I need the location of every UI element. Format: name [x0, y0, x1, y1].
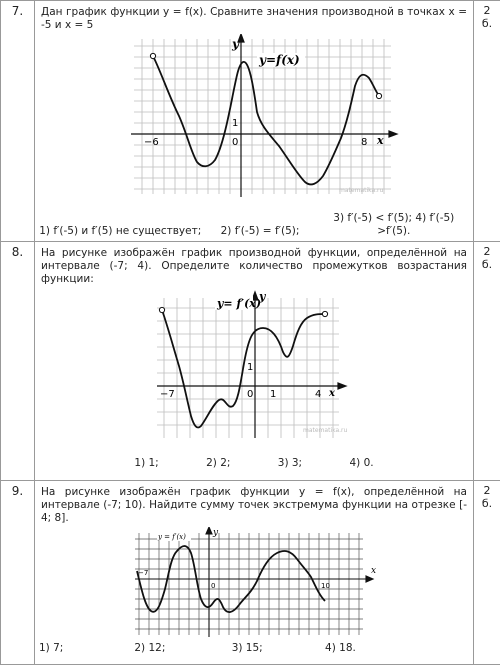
- tick-xmin: −6: [144, 137, 159, 148]
- task-points: 2 б.: [474, 1, 500, 242]
- task-number: 8.: [1, 242, 35, 481]
- axis-label-y: y: [231, 37, 240, 51]
- answer-1[interactable]: 1) 1;: [134, 457, 158, 470]
- axis-label-y: y: [212, 528, 219, 538]
- task-text: На рисунке изображён график функции y = …: [41, 486, 467, 525]
- tick-xmax: 4: [315, 389, 321, 400]
- watermark: matematika.ru: [339, 187, 384, 194]
- graph-8: y= f′(x) y x 1 0 1 −7 4 matematika.ru: [39, 288, 469, 453]
- answer-options: 1) f′(-5) и f′(5) не существует; 2) f′(-…: [39, 212, 469, 238]
- tick-xmax: 10: [321, 582, 330, 590]
- task-row-7: 7. Дан график функции y = f(x). Сравните…: [1, 1, 500, 242]
- answer-2[interactable]: 2) f′(-5) = f′(5);: [221, 225, 300, 238]
- graph-9: y x y = f′(x) 0 −7 10: [39, 527, 469, 639]
- answer-4[interactable]: 4) 18.: [325, 642, 356, 655]
- tick-0: 0: [211, 582, 215, 590]
- task-number: 7.: [1, 1, 35, 242]
- endpoint-open-left: [159, 307, 164, 312]
- answer-1[interactable]: 1) 7;: [39, 642, 131, 655]
- task-points: 2 б.: [474, 242, 500, 481]
- axis-label-x: x: [371, 566, 376, 576]
- task-row-9: 9. На рисунке изображён график функции y…: [1, 481, 500, 665]
- tick-xmin: −7: [160, 389, 175, 400]
- curve-f: [153, 56, 379, 184]
- task-text: Дан график функции y = f(x). Сравните зн…: [41, 6, 467, 32]
- task-row-8: 8. На рисунке изображён график производн…: [1, 242, 500, 481]
- task-body: На рисунке изображён график производной …: [35, 242, 474, 481]
- curve-label: y= f′(x): [216, 297, 261, 310]
- watermark: matematika.ru: [303, 427, 348, 434]
- endpoint-open-left: [150, 53, 155, 58]
- answer-options: 1) 7; 2) 12; 3) 15; 4) 18.: [39, 642, 469, 655]
- graph-7: y x y=f(x) 1 0 −6 8 matematika.ru: [39, 34, 469, 206]
- curve-label: y=f(x): [258, 53, 300, 67]
- curve-fprime: [162, 310, 325, 428]
- tick-xmin: −7: [138, 569, 148, 577]
- answer-3-4[interactable]: 3) f′(-5) < f′(5); 4) f′(-5) >f′(5).: [319, 212, 469, 238]
- tick-0: 0: [232, 137, 238, 148]
- tick-1-y: 1: [247, 362, 253, 373]
- answer-3[interactable]: 3) 3;: [278, 457, 302, 470]
- axis-label-x: x: [376, 134, 384, 147]
- axis-label-y: y: [258, 290, 267, 303]
- tick-1-x: 1: [270, 389, 276, 400]
- answer-1[interactable]: 1) f′(-5) и f′(5) не существует;: [39, 225, 201, 238]
- answer-2[interactable]: 2) 2;: [206, 457, 230, 470]
- task-body: Дан график функции y = f(x). Сравните зн…: [35, 1, 474, 242]
- task-number: 9.: [1, 481, 35, 665]
- answer-4[interactable]: 4) 0.: [349, 457, 373, 470]
- answer-2[interactable]: 2) 12;: [134, 642, 228, 655]
- tick-1: 1: [232, 118, 238, 129]
- task-text: На рисунке изображён график производной …: [41, 247, 467, 286]
- axes: [135, 527, 373, 637]
- tick-xmax: 8: [361, 137, 367, 148]
- task-points: 2 б.: [474, 481, 500, 665]
- task-body: На рисунке изображён график функции y = …: [35, 481, 474, 665]
- endpoint-open-right: [376, 93, 381, 98]
- answer-options: 1) 1; 2) 2; 3) 3; 4) 0.: [39, 457, 469, 470]
- endpoint-open-right: [322, 311, 327, 316]
- axis-label-x: x: [328, 388, 336, 399]
- curve-label: y = f′(x): [157, 533, 186, 541]
- tick-0: 0: [247, 389, 253, 400]
- answer-3[interactable]: 3) 15;: [232, 642, 322, 655]
